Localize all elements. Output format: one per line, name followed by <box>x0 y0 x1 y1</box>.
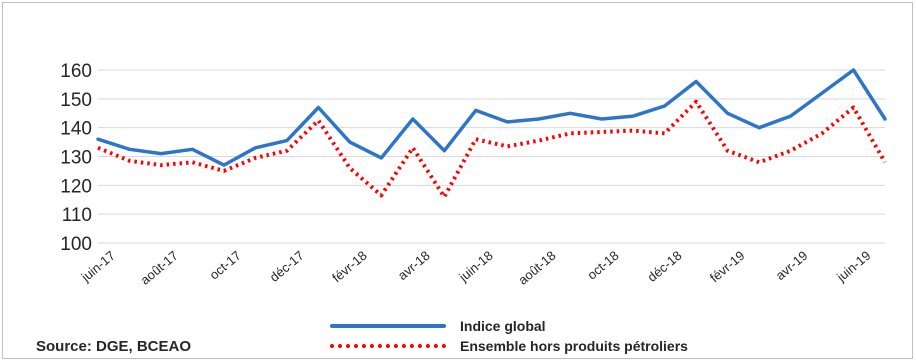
legend-item-hors-petroliers: Ensemble hors produits pétroliers <box>330 338 688 354</box>
x-tick-label: avr-18 <box>395 248 433 283</box>
y-tick-label: 100 <box>60 234 92 255</box>
x-tick-label: juin-18 <box>455 248 495 285</box>
x-tick-label: août-17 <box>137 248 180 288</box>
x-tick-label: oct-18 <box>584 248 621 283</box>
x-tick-label: août-18 <box>515 248 558 288</box>
y-tick-label: 160 <box>60 61 92 82</box>
x-tick-label: déc-17 <box>267 248 307 285</box>
x-tick-label: déc-18 <box>644 248 684 285</box>
x-tick-label: févr-18 <box>329 248 370 286</box>
x-tick-label: avr-19 <box>773 248 811 283</box>
series-line-indice-global <box>96 68 887 167</box>
y-tick-label: 140 <box>60 119 92 140</box>
gridlines <box>98 69 885 244</box>
x-axis-ticks: juin-17 août-17 oct-17 déc-17 févr-18 avr-18 j… <box>78 248 874 288</box>
x-tick-label: févr-19 <box>707 248 748 286</box>
y-axis-ticks: 100 110 120 130 140 150 160 <box>60 61 92 255</box>
legend-swatch-solid <box>330 320 446 332</box>
legend-swatch-dotted <box>330 340 446 352</box>
legend-label: Indice global <box>460 318 546 334</box>
series-lines <box>96 68 887 199</box>
y-tick-label: 110 <box>62 205 92 226</box>
legend-item-indice-global: Indice global <box>330 318 546 334</box>
legend-label: Ensemble hors produits pétroliers <box>460 338 688 354</box>
source-note: Source: DGE, BCEAO <box>36 338 192 355</box>
x-tick-label: oct-17 <box>207 248 244 283</box>
y-tick-label: 130 <box>60 148 92 169</box>
x-tick-label: juin-19 <box>833 248 873 285</box>
y-tick-label: 150 <box>60 90 92 111</box>
chart-frame <box>2 2 913 359</box>
y-tick-label: 120 <box>60 176 92 197</box>
